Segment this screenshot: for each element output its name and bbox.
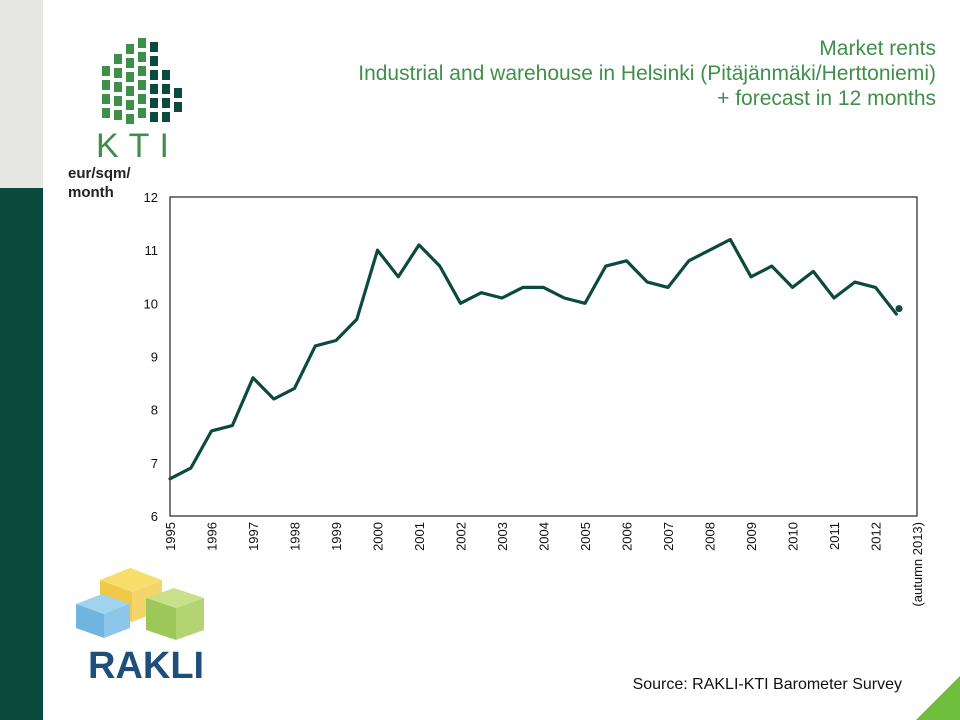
x-tick-label: 2004	[537, 522, 552, 551]
left-decor-bar	[0, 0, 43, 720]
x-tick-label: 2009	[744, 522, 759, 551]
y-tick-label: 11	[145, 243, 159, 258]
x-tick-label: 1998	[288, 522, 303, 551]
x-tick-label: 2012	[869, 522, 884, 551]
x-tick-label: 1996	[205, 522, 220, 551]
rakli-logo-text: RAKLI	[88, 645, 204, 687]
y-tick-label: 6	[151, 509, 158, 524]
kti-building-icon	[102, 38, 146, 124]
source-note: Source: RAKLI-KTI Barometer Survey	[632, 676, 902, 693]
x-tick-label: 2002	[454, 522, 469, 551]
plot-area-frame	[169, 196, 918, 517]
y-axis-label-line-2: month	[68, 184, 114, 201]
title-line-1: Market rents	[819, 37, 936, 60]
y-tick-label: 9	[151, 350, 158, 365]
corner-accent	[916, 676, 960, 720]
x-tick-label: 1995	[163, 522, 178, 551]
y-axis-label: eur/sqm/ month	[68, 164, 131, 202]
y-tick-label: 8	[151, 403, 158, 418]
x-tick-label: 2005	[578, 522, 593, 551]
kti-logo-text: KTI	[96, 127, 179, 160]
y-axis-label-line-1: eur/sqm/	[68, 165, 131, 182]
series-line	[168, 237, 898, 481]
title-line-2: Industrial and warehouse in Helsinki (Pi…	[358, 62, 936, 85]
x-tick-label: 2011	[827, 522, 842, 550]
rakli-logo: RAKLI	[76, 568, 204, 687]
kti-logo: KTI	[96, 38, 182, 160]
forecast-point	[895, 305, 903, 313]
y-tick-label: 7	[151, 456, 158, 471]
x-tick-label: 2001	[412, 522, 427, 551]
y-tick-label: 10	[144, 296, 158, 311]
title-line-3: + forecast in 12 months	[717, 87, 936, 110]
y-tick-label: 12	[144, 190, 158, 205]
x-tick-label: (autumn 2013)	[910, 522, 925, 607]
chart-title-block: Market rents Industrial and warehouse in…	[358, 36, 936, 111]
left-bar-dark	[0, 188, 43, 720]
x-tick-label: 2003	[495, 522, 510, 551]
x-tick-label: 1999	[329, 522, 344, 551]
rakli-cubes-icon	[76, 568, 204, 640]
x-tick-label: 1997	[246, 522, 261, 551]
x-tick-label: 2007	[661, 522, 676, 551]
x-tick-label: 2008	[703, 522, 718, 551]
x-tick-label: 2010	[786, 522, 801, 551]
x-tick-label: 2000	[371, 522, 386, 551]
left-bar-light	[0, 0, 43, 188]
x-tick-label: 2006	[620, 522, 635, 551]
